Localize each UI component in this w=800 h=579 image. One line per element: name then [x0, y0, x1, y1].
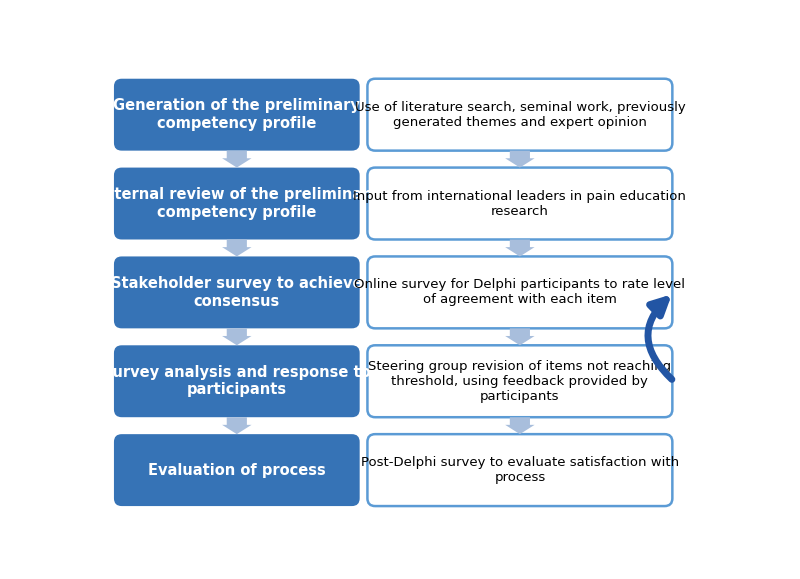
Polygon shape — [505, 328, 534, 345]
Text: Online survey for Delphi participants to rate level
of agreement with each item: Online survey for Delphi participants to… — [354, 278, 686, 306]
FancyBboxPatch shape — [367, 79, 672, 151]
Text: Post-Delphi survey to evaluate satisfaction with
process: Post-Delphi survey to evaluate satisfact… — [361, 456, 679, 484]
FancyBboxPatch shape — [367, 256, 672, 328]
Polygon shape — [222, 417, 251, 434]
Polygon shape — [505, 151, 534, 167]
Text: Generation of the preliminary
competency profile: Generation of the preliminary competency… — [114, 98, 360, 131]
FancyBboxPatch shape — [367, 345, 672, 417]
Text: Survey analysis and response to
participants: Survey analysis and response to particip… — [102, 365, 371, 397]
FancyBboxPatch shape — [114, 79, 360, 151]
Polygon shape — [222, 328, 251, 345]
FancyBboxPatch shape — [114, 345, 360, 417]
Polygon shape — [505, 240, 534, 256]
Polygon shape — [505, 417, 534, 434]
FancyBboxPatch shape — [367, 167, 672, 240]
FancyBboxPatch shape — [114, 256, 360, 328]
Polygon shape — [222, 151, 251, 167]
FancyBboxPatch shape — [367, 434, 672, 506]
Text: Evaluation of process: Evaluation of process — [148, 463, 326, 478]
Text: Stakeholder survey to achieve
consensus: Stakeholder survey to achieve consensus — [111, 276, 362, 309]
Text: Use of literature search, seminal work, previously
generated themes and expert o: Use of literature search, seminal work, … — [354, 101, 686, 129]
FancyBboxPatch shape — [114, 167, 360, 240]
Text: Steering group revision of items not reaching
threshold, using feedback provided: Steering group revision of items not rea… — [368, 360, 671, 403]
Text: Input from international leaders in pain education
research: Input from international leaders in pain… — [354, 189, 686, 218]
FancyBboxPatch shape — [114, 434, 360, 506]
Polygon shape — [222, 240, 251, 256]
Text: External review of the preliminary
competency profile: External review of the preliminary compe… — [95, 188, 379, 220]
